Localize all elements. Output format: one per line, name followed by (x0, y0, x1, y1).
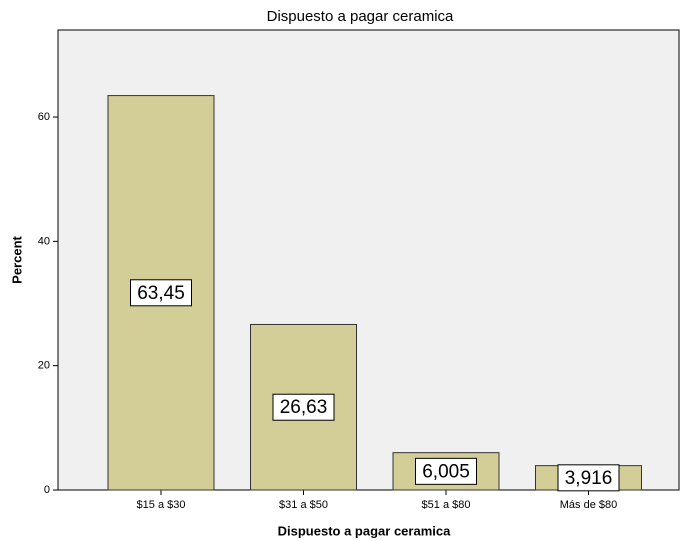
y-tick-label: 40 (38, 235, 50, 247)
data-label-box (272, 393, 335, 421)
x-axis-title: Dispuesto a pagar ceramica (278, 523, 451, 538)
y-tick-label: 60 (38, 111, 50, 123)
data-label: 63,45 (137, 283, 185, 304)
data-label: 6,005 (422, 461, 470, 482)
data-label-box (415, 457, 477, 485)
x-tick-label: $31 a $50 (279, 499, 328, 511)
x-tick-label: $15 a $30 (137, 499, 186, 511)
data-label: 26,63 (280, 397, 328, 418)
x-tick-label: Más de $80 (560, 499, 617, 511)
y-tick-label: 20 (38, 360, 50, 372)
data-label: 3,916 (565, 468, 613, 489)
y-axis-title: Percent (9, 235, 24, 283)
chart-title: Dispuesto a pagar ceramica (267, 8, 454, 25)
y-tick-label: 0 (44, 484, 50, 496)
data-label-box (557, 464, 620, 492)
data-label-box (130, 279, 192, 307)
x-tick-label: $51 a $80 (422, 499, 471, 511)
